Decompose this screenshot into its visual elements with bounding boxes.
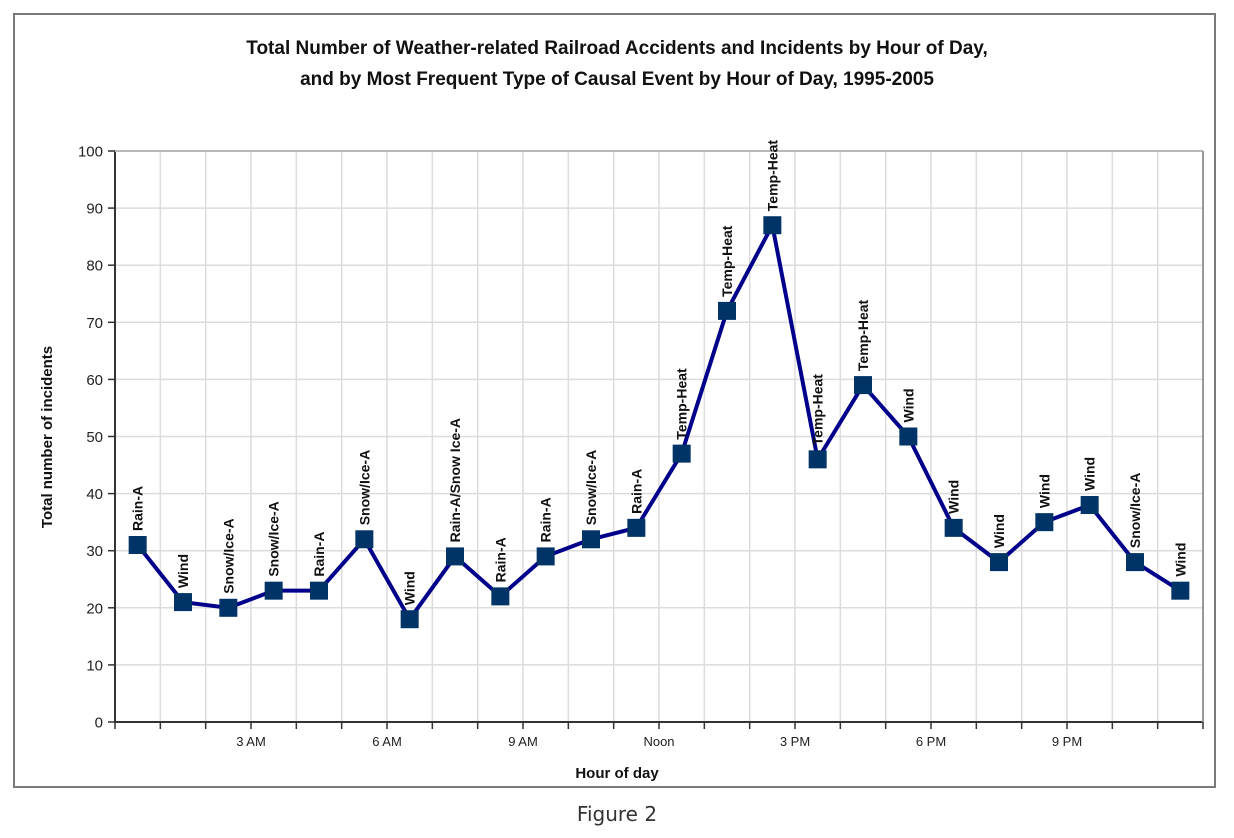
data-point-label: Wind (402, 571, 418, 605)
chart-frame (13, 13, 1216, 788)
data-point-label: Snow/Ice-A (1127, 473, 1143, 548)
point-labels: Rain-A Wind Snow/Ice-A Snow/Ice-A Rain-A Snow… (130, 140, 1189, 606)
data-series (128, 216, 1190, 629)
x-tick-label: 3 AM (236, 734, 266, 749)
data-point-label: Wind (946, 480, 962, 514)
data-point-marker (174, 593, 192, 612)
chart-title: Total Number of Weather-related Railroad… (246, 38, 987, 90)
data-point-marker (400, 610, 419, 629)
y-tick-label: 80 (86, 258, 103, 275)
y-tick-label: 20 (86, 600, 103, 617)
data-point-marker (264, 581, 283, 600)
data-point-marker (672, 444, 691, 463)
y-tick-label: 90 (86, 201, 103, 218)
data-point-marker (582, 530, 600, 549)
y-tick-label: 0 (95, 715, 103, 732)
x-tick-label: 9 AM (508, 734, 538, 749)
y-tick-label: 40 (86, 486, 103, 503)
data-point-label: Temp-Heat (810, 374, 826, 446)
data-point-label: Snow/Ice-A (356, 450, 372, 525)
data-point-label: Wind (900, 388, 916, 422)
x-tick-label: 3 PM (780, 734, 810, 749)
y-axis-ticks: 0 10 20 30 40 50 60 70 80 90 100 (78, 144, 115, 732)
data-point-marker (446, 547, 464, 566)
y-tick-label: 30 (86, 543, 103, 560)
data-point-marker (355, 530, 374, 549)
y-tick-label: 50 (86, 429, 103, 446)
data-point-label: Temp-Heat (764, 140, 780, 212)
data-point-label: Rain-A (130, 486, 146, 531)
x-tick-label: 9 PM (1052, 734, 1082, 749)
data-point-marker (310, 581, 328, 600)
data-point-label: Wind (1036, 474, 1052, 508)
y-tick-label: 60 (86, 372, 103, 389)
data-point-label: Snow/Ice-A (583, 450, 599, 525)
data-point-marker (1171, 581, 1190, 600)
data-point-marker (1035, 513, 1054, 532)
y-axis-title: Total number of incidents (39, 346, 56, 528)
data-point-label: Rain-A/Snow Ice-A (447, 418, 463, 542)
data-point-label: Temp-Heat (719, 225, 735, 297)
gridlines (115, 150, 1204, 722)
x-tick-label: Noon (643, 734, 674, 749)
data-point-marker (491, 587, 510, 606)
chart-title-line-1: Total Number of Weather-related Railroad… (246, 38, 987, 59)
data-point-label: Temp-Heat (674, 368, 690, 440)
data-point-label: Snow/Ice-A (220, 518, 236, 593)
data-point-label: Temp-Heat (855, 299, 871, 371)
data-point-marker (808, 450, 827, 469)
data-point-marker (899, 427, 918, 446)
x-axis-title: Hour of day (575, 765, 659, 782)
data-point-marker (990, 553, 1008, 572)
data-point-label: Rain-A (492, 537, 508, 582)
data-point-label: Rain-A (311, 532, 327, 577)
data-point-marker (219, 598, 238, 617)
data-point-label: Wind (1172, 543, 1188, 577)
data-point-marker (763, 216, 782, 235)
y-tick-label: 10 (86, 657, 103, 674)
chart-title-line-2: and by Most Frequent Type of Causal Even… (300, 69, 934, 90)
data-point-marker (718, 301, 736, 320)
data-point-marker (944, 518, 963, 537)
x-axis-ticks: 3 AM 6 AM 9 AM Noon 3 PM 6 PM 9 PM (114, 722, 1204, 749)
x-tick-label: 6 AM (372, 734, 402, 749)
data-point-label: Rain-A (538, 497, 554, 542)
data-point-label: Snow/Ice-A (266, 501, 282, 576)
data-point-label: Wind (1082, 457, 1098, 491)
data-point-marker (128, 535, 147, 554)
y-tick-label: 70 (86, 315, 103, 332)
data-point-label: Rain-A (628, 469, 644, 514)
data-point-marker (854, 376, 872, 395)
data-point-marker (536, 547, 555, 566)
y-tick-label: 100 (78, 144, 103, 161)
figure-caption: Figure 2 (576, 802, 658, 826)
line-chart: Total Number of Weather-related Railroad… (39, 38, 1204, 782)
data-point-label: Wind (175, 554, 191, 588)
x-tick-label: 6 PM (916, 734, 946, 749)
data-point-marker (1080, 496, 1099, 515)
data-point-marker (1126, 553, 1144, 572)
data-point-label: Wind (991, 514, 1007, 548)
data-point-marker (627, 518, 646, 537)
